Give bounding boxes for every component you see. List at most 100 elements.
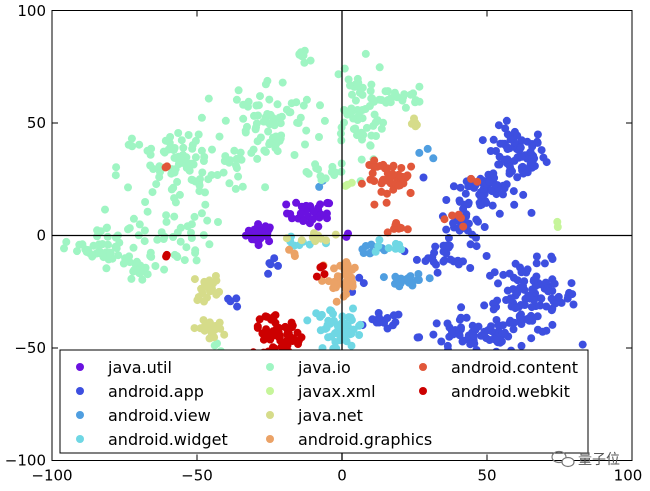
point-java-io	[170, 144, 179, 152]
point-android-app	[383, 314, 392, 322]
point-java-io	[191, 177, 200, 186]
point-android-graphics	[342, 258, 351, 267]
point-javax-xml	[341, 181, 350, 190]
legend-item-android-graphics: android.graphics	[266, 430, 432, 449]
point-android-app	[500, 155, 509, 164]
points-layer	[60, 46, 587, 368]
point-android-app	[551, 299, 560, 308]
point-java-net	[411, 118, 420, 127]
point-android-app	[524, 314, 533, 323]
point-java-io	[252, 119, 261, 128]
point-android-content	[407, 162, 416, 171]
point-android-widget	[326, 319, 334, 328]
point-java-util	[292, 198, 301, 207]
point-java-io	[198, 168, 207, 177]
point-android-app	[533, 312, 542, 321]
point-java-io	[176, 237, 185, 246]
point-java-io	[180, 256, 189, 265]
point-java-io	[358, 106, 367, 114]
point-android-content	[403, 225, 412, 234]
point-android-app	[459, 205, 468, 213]
point-android-app	[459, 336, 468, 345]
point-java-io	[103, 232, 112, 241]
point-java-util	[316, 200, 325, 209]
y-tick-label: −100	[5, 452, 46, 470]
point-java-io	[265, 140, 274, 149]
point-java-io	[340, 64, 349, 73]
point-java-io	[340, 106, 349, 114]
legend-label: android.widget	[108, 430, 228, 449]
point-java-io	[237, 155, 246, 164]
point-java-io	[275, 113, 284, 122]
point-java-util	[261, 228, 270, 237]
point-java-net	[200, 282, 209, 291]
point-android-app	[569, 300, 578, 309]
point-java-io	[254, 111, 262, 120]
point-java-io	[182, 163, 191, 172]
point-android-webkit	[267, 332, 276, 341]
point-java-io	[371, 118, 380, 127]
point-java-io	[160, 148, 169, 157]
legend-marker	[76, 435, 84, 443]
point-java-io	[203, 216, 212, 225]
point-java-io	[239, 114, 248, 123]
point-android-widget	[344, 328, 353, 337]
point-android-app	[412, 255, 421, 264]
point-java-io	[146, 161, 155, 170]
point-java-io	[230, 146, 239, 155]
point-android-app	[489, 135, 498, 144]
point-android-app	[519, 282, 527, 290]
point-java-io	[104, 255, 113, 264]
point-android-app	[516, 143, 525, 152]
point-java-net	[331, 230, 340, 239]
point-java-net	[208, 285, 216, 293]
point-java-net	[200, 326, 209, 335]
point-android-view	[414, 270, 423, 278]
point-android-app	[476, 201, 485, 210]
point-java-io	[261, 183, 270, 192]
point-android-graphics	[290, 249, 299, 258]
point-android-app	[532, 259, 541, 268]
point-android-app	[359, 279, 368, 288]
point-java-io	[260, 146, 269, 155]
point-java-io	[140, 237, 149, 246]
point-java-net	[190, 324, 199, 333]
point-android-app	[421, 257, 430, 265]
point-android-app	[495, 209, 504, 218]
point-java-io	[195, 187, 204, 196]
point-android-widget	[303, 316, 312, 325]
point-android-app	[499, 321, 507, 330]
legend-item-java-util: java.util	[76, 358, 172, 377]
point-android-content	[406, 188, 415, 197]
point-android-app	[523, 265, 532, 274]
point-java-io	[106, 248, 114, 257]
point-android-app	[466, 240, 475, 249]
point-java-io	[187, 220, 196, 229]
point-android-app	[431, 242, 440, 251]
point-android-app	[505, 169, 514, 178]
point-java-net	[220, 330, 229, 339]
point-java-io	[197, 146, 206, 155]
point-android-app	[499, 270, 508, 279]
legend-marker	[76, 387, 84, 395]
legend-item-android-webkit: android.webkit	[419, 382, 570, 401]
point-android-app	[474, 322, 483, 331]
point-android-app	[443, 319, 452, 328]
point-java-io	[236, 148, 245, 157]
point-android-webkit	[320, 270, 329, 279]
point-java-io	[194, 130, 203, 139]
point-java-io	[160, 265, 169, 274]
point-android-app	[567, 279, 576, 288]
point-android-app	[516, 314, 525, 323]
point-java-io	[88, 252, 97, 261]
point-java-io	[173, 253, 182, 261]
point-android-app	[446, 255, 455, 264]
point-java-io	[146, 150, 155, 159]
point-android-app	[494, 279, 502, 288]
point-java-net	[282, 234, 291, 243]
point-android-webkit	[283, 330, 292, 339]
point-java-io	[191, 136, 200, 145]
point-android-widget	[347, 341, 356, 350]
legend-marker	[76, 411, 84, 419]
point-android-view	[358, 245, 367, 254]
